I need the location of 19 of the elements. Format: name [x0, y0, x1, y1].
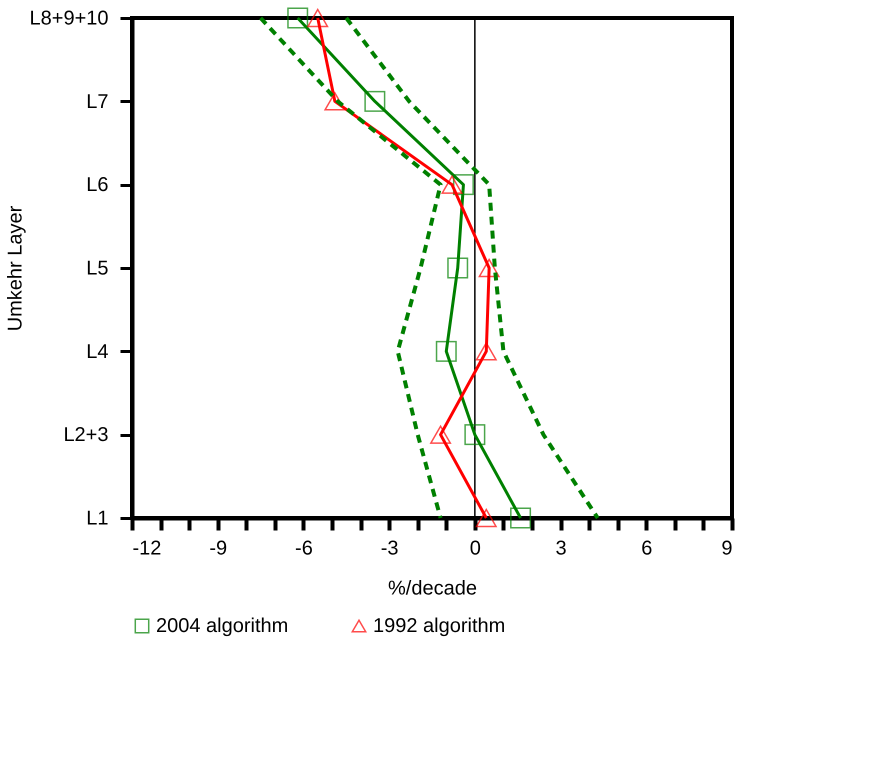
- x-tick-label: -6: [295, 538, 313, 560]
- x-tick-label: 6: [641, 538, 652, 560]
- y-tick-label: L4: [86, 340, 108, 363]
- x-tick-label: 0: [470, 538, 481, 560]
- y-tick-label: L2+3: [63, 424, 108, 446]
- x-tick-label: -9: [209, 538, 228, 560]
- x-axis-title: %/decade: [388, 578, 477, 600]
- y-tick-label: L5: [86, 258, 108, 280]
- legend-label: 1992 algorithm: [373, 615, 506, 637]
- x-tick-label: 3: [556, 538, 567, 560]
- x-tick-label: -12: [132, 538, 162, 560]
- y-tick-label: L8+9+10: [30, 8, 108, 30]
- legend-label: 2004 algorithm: [156, 615, 288, 637]
- x-tick-label: -3: [380, 538, 399, 560]
- y-tick-label: L1: [86, 508, 108, 530]
- y-axis-title: Umkehr Layer: [4, 205, 27, 332]
- y-tick-label: L7: [86, 90, 108, 113]
- x-tick-label: 9: [721, 538, 732, 560]
- y-tick-label: L6: [86, 174, 108, 196]
